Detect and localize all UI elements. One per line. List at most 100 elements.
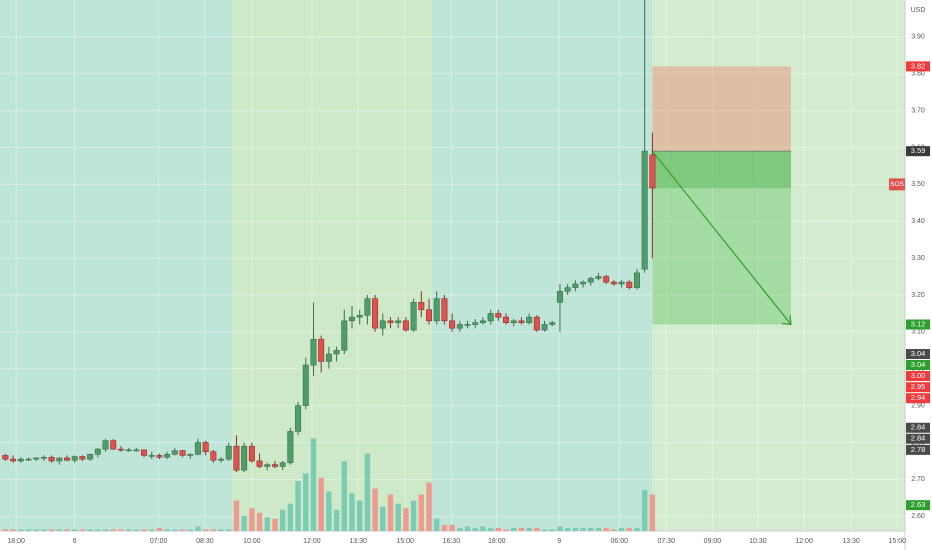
candle-body (618, 281, 625, 285)
volume-bar (549, 529, 555, 531)
candle-body (287, 431, 294, 464)
volume-bar (418, 494, 425, 531)
candle-body (10, 458, 17, 462)
x-tick-label: 18:00 (488, 538, 506, 545)
volume-bar (364, 453, 371, 531)
session-bg (652, 0, 905, 531)
volume-bar (241, 515, 247, 531)
candle-body (64, 457, 71, 461)
price-label: 2.63 (911, 500, 926, 509)
volume-bar (272, 518, 278, 531)
price-label: 3.82 (911, 61, 926, 70)
x-tick-label: 09:00 (704, 538, 722, 545)
candle-body (503, 316, 510, 323)
volume-bar (349, 493, 355, 531)
candle-body (649, 154, 656, 189)
volume-bar (295, 480, 301, 531)
price-label-box (906, 500, 930, 511)
candle-body (264, 464, 271, 467)
candle-body (233, 445, 240, 471)
y-tick-label: 2.90 (911, 402, 925, 409)
candle-body (295, 405, 302, 432)
volume-bar (464, 526, 471, 531)
volume-bar (641, 490, 648, 531)
volume-bar (518, 527, 525, 531)
candle-body (495, 313, 502, 318)
volume-bar (102, 529, 109, 531)
candle-body (210, 451, 217, 461)
price-label: 2.94 (911, 393, 926, 402)
volume-bar (403, 508, 409, 531)
price-label: 3.12 (911, 319, 926, 328)
price-label: 2.95 (911, 382, 926, 391)
candle-body (526, 316, 533, 323)
volume-bar (87, 529, 93, 531)
volume-bar (410, 500, 417, 531)
y-tick-label: 3.80 (911, 71, 925, 78)
candle-body (33, 457, 40, 460)
volume-bar (95, 529, 101, 531)
volume-bar (125, 529, 132, 531)
stop-zone (652, 66, 792, 152)
candle-body (426, 309, 433, 322)
candle-body (395, 320, 402, 323)
candle-body (279, 462, 286, 467)
candle-body (464, 324, 471, 326)
volume-bar (356, 500, 363, 531)
candle-body (379, 320, 386, 329)
candle-body (479, 320, 486, 323)
candle-body (472, 322, 479, 325)
volume-bar (72, 529, 78, 531)
candle-body (141, 449, 148, 456)
candle-body (40, 456, 47, 459)
price-label: 3.59 (911, 146, 926, 155)
y-tick-label: 3.20 (911, 292, 925, 299)
candle-body (402, 320, 409, 331)
volume-bar (141, 529, 147, 531)
x-tick-label: 15:00 (396, 538, 414, 545)
candle-body (510, 320, 517, 323)
candle-body (156, 455, 163, 458)
candle-body (549, 322, 556, 325)
volume-bar (326, 491, 332, 531)
candle-body (348, 316, 355, 322)
candle-body (302, 364, 309, 406)
price-label: 3.04 (911, 360, 926, 369)
candle-body (441, 298, 448, 322)
volume-bar (603, 527, 609, 531)
volume-bar (226, 529, 232, 531)
volume-bar (534, 527, 540, 531)
volume-bar (287, 503, 294, 531)
volume-bar (588, 527, 594, 531)
volume-bar (595, 527, 602, 531)
volume-bar (64, 529, 70, 531)
volume-bar (480, 526, 486, 531)
candle-body (218, 458, 225, 461)
candle-body (556, 291, 563, 303)
price-axis (905, 0, 932, 550)
candle-body (241, 445, 248, 471)
volume-bar (426, 482, 432, 531)
time-axis (0, 531, 905, 550)
volume-bar (611, 529, 617, 531)
candle-body (518, 320, 525, 323)
candle-body (310, 338, 317, 366)
volume-bar (372, 488, 378, 531)
volume-bar (195, 526, 201, 531)
volume-bar (25, 529, 32, 531)
volume-bar (649, 494, 656, 531)
candle-body (341, 320, 348, 351)
volume-bar (202, 529, 209, 531)
y-tick-label: 3.90 (911, 34, 925, 41)
candle-body (256, 460, 263, 467)
price-label: 3.04 (911, 349, 926, 358)
candle-body (79, 456, 86, 460)
volume-bar (449, 524, 455, 531)
candle-body (356, 314, 363, 318)
price-label-box (906, 371, 930, 381)
session-bg (232, 0, 432, 531)
x-tick-label: 18:00 (7, 538, 25, 545)
volume-bar (156, 527, 163, 531)
volume-bar (341, 461, 347, 531)
